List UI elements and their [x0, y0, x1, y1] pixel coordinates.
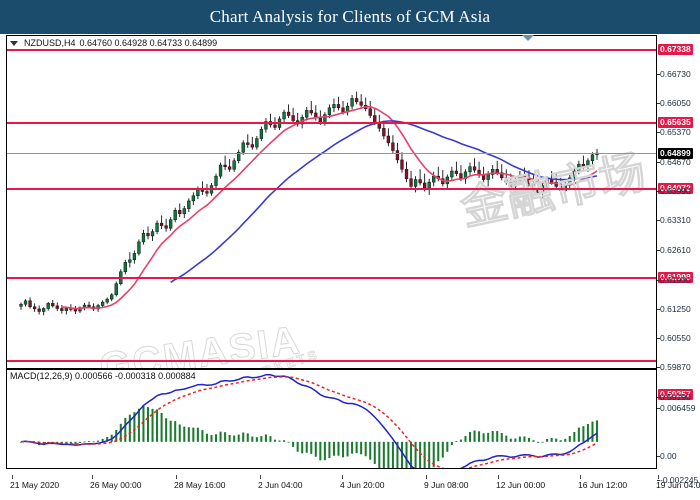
time-axis-label: 2 Jun 04:00: [258, 480, 303, 490]
price-axis-tick: [657, 309, 660, 310]
macd-axis-label: 0.006459: [660, 403, 696, 413]
price-axis-tick: [657, 162, 660, 163]
price-axis-tick: [657, 250, 660, 251]
price-axis-label: 0.62610: [660, 245, 691, 255]
price-axis-label: 0.66730: [660, 69, 691, 79]
time-axis-label: 12 Jun 00:00: [496, 480, 546, 490]
time-axis-label: 16 Jun 12:00: [578, 480, 628, 490]
time-axis-tick: [498, 475, 499, 479]
time-axis-tick: [580, 475, 581, 479]
symbol-ohlc: 0.64760 0.64928 0.64733 0.64899: [79, 38, 218, 48]
price-axis-label: 0.59870: [660, 362, 691, 372]
time-axis-label: 21 May 2020: [10, 480, 60, 490]
level-line-0.59257: [7, 360, 656, 362]
price-axis-label: 0.67338: [658, 44, 693, 55]
time-axis-label: 19 Jun 04:00: [656, 480, 700, 490]
price-axis-tick: [657, 74, 660, 75]
price-axis-tick: [657, 338, 660, 339]
terminal-window: NZDUSD,H4 0.64760 0.64928 0.64733 0.6489…: [6, 35, 698, 497]
level-line-0.61998: [7, 277, 656, 279]
grid-line-current-price: [7, 153, 656, 154]
time-axis-label: 4 Jun 20:00: [340, 480, 385, 490]
price-axis-tick: [657, 280, 660, 281]
price-axis-label: 0.61930: [660, 275, 691, 285]
price-axis-label: 0.64899: [658, 148, 693, 159]
macd-axis-label: -0.002245: [660, 475, 699, 485]
macd-label: MACD(12,26,9) 0.000566 -0.000318 0.00088…: [10, 371, 196, 381]
price-axis-label: 0.65635: [658, 117, 693, 128]
time-axis-tick: [260, 475, 261, 479]
time-axis-tick: [92, 475, 93, 479]
price-axis[interactable]: 0.67338 0.66730 0.66050 0.65635 0.65370 0.648…: [656, 35, 698, 485]
price-chart-pane[interactable]: NZDUSD,H4 0.64760 0.64928 0.64733 0.6489…: [6, 35, 656, 369]
price-axis-label: 0.63990: [660, 186, 691, 196]
price-axis-label: 0.64670: [660, 157, 691, 167]
pane-collapse-marker-icon[interactable]: [522, 35, 534, 41]
time-axis-label: 26 May 00:00: [90, 480, 142, 490]
level-line-0.65635: [7, 122, 656, 124]
macd-series: [19, 373, 599, 468]
price-axis-label: 0.63310: [660, 215, 691, 225]
level-line-0.64072: [7, 188, 656, 190]
price-axis-label: 0.65370: [660, 127, 691, 137]
macd-axis-tick: [657, 408, 660, 409]
price-axis-tick: [657, 191, 660, 192]
price-axis-label: 0.59190: [660, 392, 691, 402]
time-axis-label: 9 Jun 08:00: [424, 480, 469, 490]
price-axis-tick: [657, 103, 660, 104]
price-axis-label: 0.59257: [658, 389, 693, 400]
symbol-info-row: NZDUSD,H4 0.64760 0.64928 0.64733 0.6489…: [7, 36, 656, 50]
page-title: Chart Analysis for Clients of GCM Asia: [209, 7, 491, 26]
price-axis-label: 0.64072: [658, 183, 693, 194]
time-axis: 21 May 2020 26 May 00:00 28 May 16:00 2 Jun…: [6, 475, 700, 498]
time-axis-label: 28 May 16:00: [174, 480, 226, 490]
macd-axis-label: 0.00: [660, 451, 677, 461]
header-band: [0, 0, 700, 34]
macd-axis-tick: [657, 456, 660, 457]
macd-pane[interactable]: MACD(12,26,9) 0.000566 -0.000318 0.00088…: [6, 369, 656, 469]
time-axis-tick: [342, 475, 343, 479]
candlestick-series: [19, 91, 599, 316]
symbol-name: NZDUSD,H4: [24, 38, 76, 48]
chevron-down-icon[interactable]: [10, 40, 18, 46]
price-axis-label: 0.60550: [660, 333, 691, 343]
time-axis-tick: [426, 475, 427, 479]
time-axis-tick: [658, 475, 659, 479]
price-axis-tick: [657, 220, 660, 221]
price-axis-label: 0.61998: [658, 272, 693, 283]
price-axis-tick: [657, 367, 660, 368]
macd-axis-tick: [657, 480, 660, 481]
time-axis-tick: [12, 475, 13, 479]
price-axis-label: 0.61250: [660, 304, 691, 314]
level-line-0.67338: [7, 49, 656, 51]
price-axis-tick: [657, 132, 660, 133]
price-axis-label: 0.66050: [660, 98, 691, 108]
time-axis-tick: [176, 475, 177, 479]
price-axis-tick: [657, 397, 660, 398]
